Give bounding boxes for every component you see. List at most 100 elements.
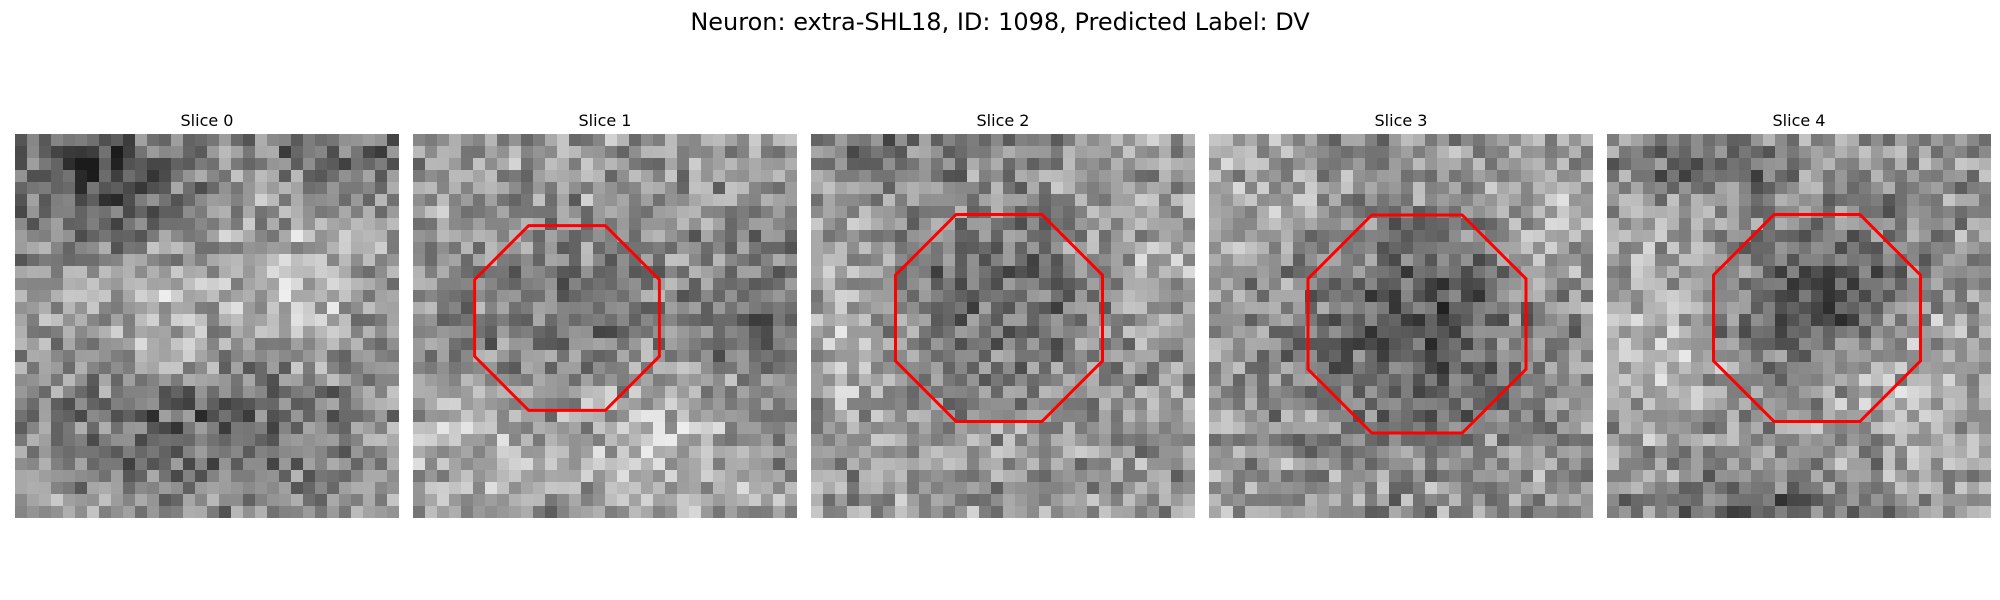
image-pixel xyxy=(1257,254,1270,267)
image-pixel xyxy=(135,410,148,423)
image-pixel xyxy=(135,422,148,435)
image-pixel xyxy=(557,434,570,447)
image-pixel xyxy=(1859,302,1872,315)
image-pixel xyxy=(231,206,244,219)
image-pixel xyxy=(1967,398,1980,411)
image-pixel xyxy=(1147,326,1160,339)
image-pixel xyxy=(1099,494,1112,507)
image-pixel xyxy=(785,314,797,327)
image-pixel xyxy=(811,470,824,483)
image-pixel xyxy=(883,494,896,507)
image-pixel xyxy=(375,422,388,435)
image-pixel xyxy=(413,446,426,459)
image-pixel xyxy=(1835,446,1848,459)
image-pixel xyxy=(665,314,678,327)
image-pixel xyxy=(437,410,450,423)
image-pixel xyxy=(1485,218,1498,231)
image-pixel xyxy=(1051,362,1064,375)
image-pixel xyxy=(135,146,148,159)
image-pixel xyxy=(955,170,968,183)
image-pixel xyxy=(1557,242,1570,255)
image-pixel xyxy=(387,266,399,279)
image-pixel xyxy=(1221,290,1234,303)
image-pixel xyxy=(1389,230,1402,243)
image-pixel xyxy=(1509,410,1522,423)
image-pixel xyxy=(1159,422,1172,435)
image-pixel xyxy=(605,194,618,207)
image-pixel xyxy=(665,338,678,351)
image-pixel xyxy=(1643,254,1656,267)
image-pixel xyxy=(1907,134,1920,147)
image-pixel xyxy=(207,350,220,363)
image-pixel xyxy=(1159,290,1172,303)
image-pixel xyxy=(1075,266,1088,279)
image-pixel xyxy=(315,338,328,351)
image-pixel xyxy=(387,506,399,518)
image-pixel xyxy=(895,338,908,351)
image-pixel xyxy=(1979,242,1991,255)
image-pixel xyxy=(1655,230,1668,243)
image-pixel xyxy=(437,458,450,471)
image-pixel xyxy=(1835,422,1848,435)
image-pixel xyxy=(1147,494,1160,507)
image-pixel xyxy=(1449,398,1462,411)
image-pixel xyxy=(1581,254,1593,267)
image-pixel xyxy=(1931,218,1944,231)
image-pixel xyxy=(1631,314,1644,327)
image-pixel xyxy=(171,170,184,183)
image-pixel xyxy=(327,458,340,471)
image-pixel xyxy=(1497,134,1510,147)
image-pixel xyxy=(859,470,872,483)
image-pixel xyxy=(1581,134,1593,147)
image-pixel xyxy=(1075,494,1088,507)
image-pixel xyxy=(653,362,666,375)
image-pixel xyxy=(1329,446,1342,459)
image-pixel xyxy=(1003,146,1016,159)
image-pixel xyxy=(1389,398,1402,411)
image-pixel xyxy=(785,254,797,267)
image-pixel xyxy=(1461,362,1474,375)
image-pixel xyxy=(859,398,872,411)
image-pixel xyxy=(689,290,702,303)
image-pixel xyxy=(87,362,100,375)
image-pixel xyxy=(375,302,388,315)
image-pixel xyxy=(1631,374,1644,387)
image-pixel xyxy=(1931,254,1944,267)
image-pixel xyxy=(1171,350,1184,363)
image-pixel xyxy=(1787,206,1800,219)
image-pixel xyxy=(895,170,908,183)
image-pixel xyxy=(773,278,786,291)
image-pixel xyxy=(255,254,268,267)
image-pixel xyxy=(1907,158,1920,171)
image-pixel xyxy=(449,242,462,255)
image-pixel xyxy=(1269,266,1282,279)
image-pixel xyxy=(171,434,184,447)
image-pixel xyxy=(581,206,594,219)
image-pixel xyxy=(1027,506,1040,518)
image-pixel xyxy=(1967,410,1980,423)
image-pixel xyxy=(1727,314,1740,327)
image-pixel xyxy=(871,170,884,183)
image-pixel xyxy=(327,254,340,267)
image-pixel xyxy=(1425,326,1438,339)
image-pixel xyxy=(1305,206,1318,219)
image-pixel xyxy=(1667,194,1680,207)
image-pixel xyxy=(581,398,594,411)
image-pixel xyxy=(1377,458,1390,471)
image-pixel xyxy=(1751,182,1764,195)
image-pixel xyxy=(291,410,304,423)
image-pixel xyxy=(1979,338,1991,351)
image-pixel xyxy=(521,314,534,327)
image-pixel xyxy=(1425,230,1438,243)
image-pixel xyxy=(689,386,702,399)
image-pixel xyxy=(1159,254,1172,267)
image-pixel xyxy=(1473,374,1486,387)
image-pixel xyxy=(617,206,630,219)
image-pixel xyxy=(1111,182,1124,195)
image-pixel xyxy=(1209,506,1222,518)
image-pixel xyxy=(449,158,462,171)
image-pixel xyxy=(1389,434,1402,447)
image-pixel xyxy=(1245,338,1258,351)
image-pixel xyxy=(231,230,244,243)
image-pixel xyxy=(1425,410,1438,423)
